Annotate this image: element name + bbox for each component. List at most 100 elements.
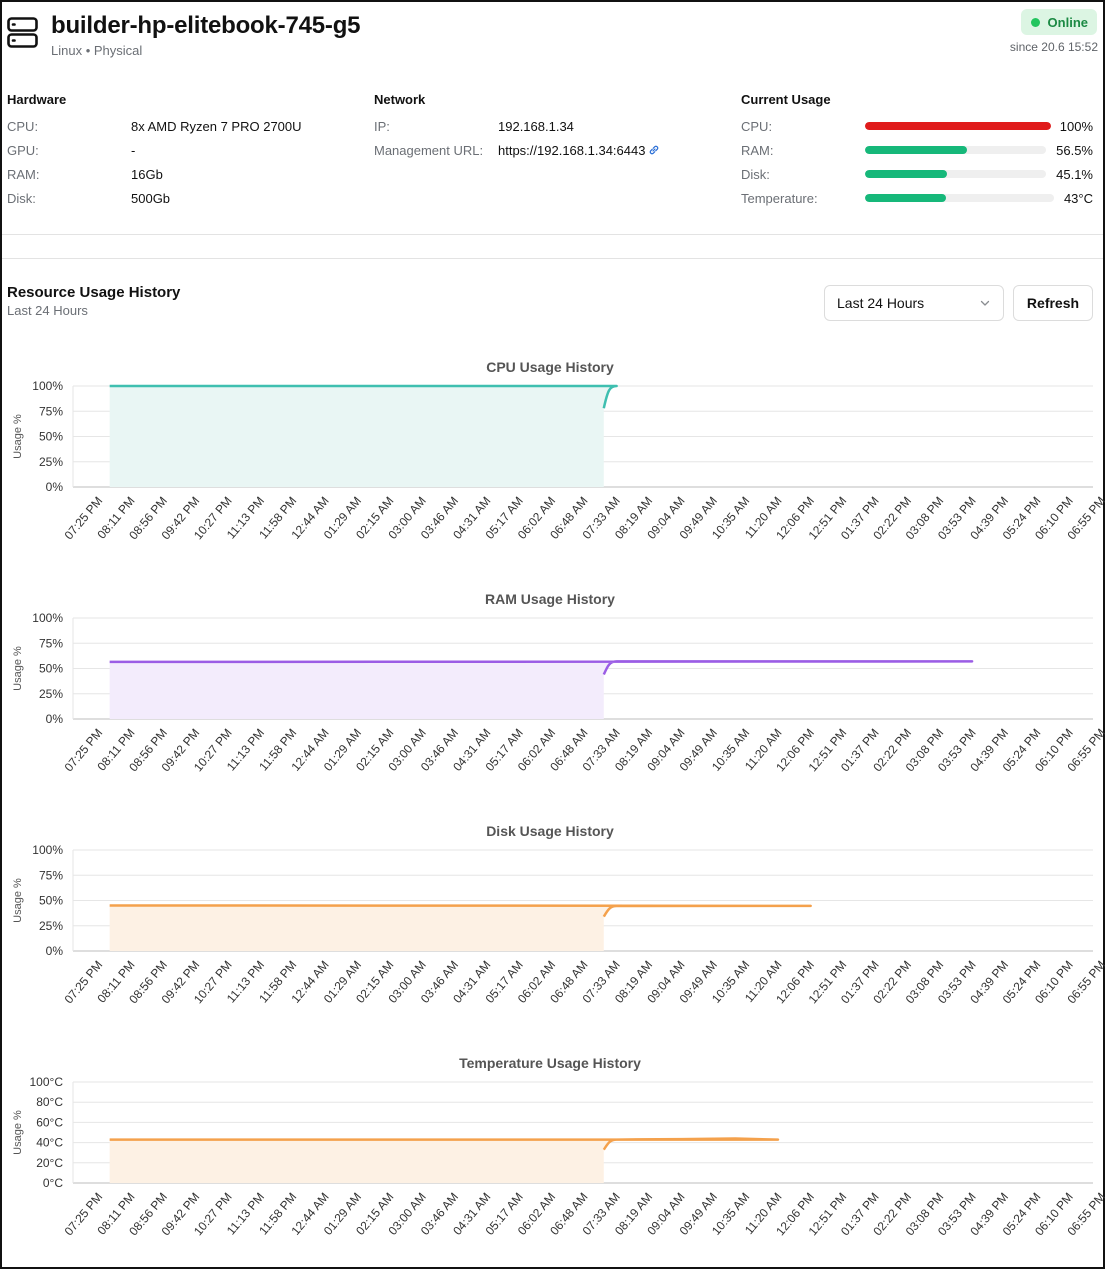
- chart-title: Disk Usage History: [486, 823, 614, 839]
- hardware-row-ram: RAM: 16Gb: [7, 167, 347, 191]
- server-icon: [7, 17, 38, 48]
- series-line: [109, 384, 618, 409]
- chart-title: CPU Usage History: [486, 359, 614, 375]
- series-area: [109, 661, 973, 719]
- hardware-value: 16Gb: [131, 167, 163, 182]
- y-tick-label: 0%: [46, 480, 64, 494]
- chart-svg: Temperature Usage History Usage % 0°C 20°C 4…: [12, 1055, 1105, 1238]
- divider: [2, 234, 1103, 235]
- y-tick-label: 0°C: [43, 1176, 63, 1190]
- chevron-down-icon: [980, 300, 990, 306]
- y-tick-label: 50%: [39, 894, 63, 908]
- usage-label: Disk:: [741, 167, 770, 182]
- usage-bar-fill: [865, 194, 947, 202]
- ip-value: 192.168.1.34: [498, 119, 574, 134]
- y-tick-label: 75%: [39, 404, 63, 418]
- series-area: [109, 905, 811, 951]
- network-section: Network IP: 192.168.1.34 Management URL: …: [374, 92, 714, 167]
- y-tick-label: 25%: [39, 919, 63, 933]
- hardware-value: -: [131, 143, 136, 158]
- y-tick-label: 75%: [39, 868, 63, 882]
- network-row-url: Management URL: https://192.168.1.34:644…: [374, 143, 714, 167]
- hardware-label: RAM:: [7, 167, 40, 182]
- hardware-value: 8x AMD Ryzen 7 PRO 2700U: [131, 119, 302, 134]
- usage-row-cpu: CPU: 100%: [741, 119, 1093, 143]
- series-area: [109, 386, 617, 487]
- y-tick-label: 100°C: [30, 1075, 64, 1089]
- hardware-label: Disk:: [7, 191, 36, 206]
- y-tick-label: 60°C: [36, 1115, 63, 1129]
- page-subtitle: Linux • Physical: [51, 43, 143, 58]
- y-tick-label: 100%: [32, 611, 63, 625]
- usage-bar-fill: [865, 170, 947, 178]
- hardware-heading: Hardware: [7, 92, 67, 107]
- usage-value: 56.5%: [1056, 143, 1093, 158]
- history-subtitle: Last 24 Hours: [7, 303, 88, 318]
- y-axis-label: Usage %: [12, 414, 24, 459]
- y-tick-label: 50%: [39, 662, 63, 676]
- ip-label: IP:: [374, 119, 390, 134]
- chart-svg: Disk Usage History Usage % 0% 25% 50% 75% 100%…: [12, 823, 1105, 1006]
- time-range-select[interactable]: Last 24 Hours: [824, 285, 1004, 321]
- y-axis-label: Usage %: [12, 646, 24, 691]
- hardware-section: Hardware CPU: 8x AMD Ryzen 7 PRO 2700U GP…: [7, 92, 347, 215]
- usage-row-disk: Disk: 45.1%: [741, 167, 1093, 191]
- link-icon: [650, 145, 659, 155]
- usage-value: 100%: [1059, 119, 1093, 134]
- hardware-label: CPU:: [7, 119, 39, 134]
- chart-title: RAM Usage History: [485, 591, 615, 607]
- usage-row-ram: RAM: 56.5%: [741, 143, 1093, 167]
- cpu-chart: CPU Usage History Usage % 0% 25% 50% 75% 100% 0…: [0, 350, 1105, 570]
- network-heading: Network: [374, 92, 426, 107]
- network-row-ip: IP: 192.168.1.34: [374, 119, 714, 143]
- y-tick-label: 25%: [39, 455, 63, 469]
- history-title: Resource Usage History: [7, 284, 181, 301]
- usage-bar: [865, 194, 1054, 202]
- hardware-label: GPU:: [7, 143, 39, 158]
- usage-bar: [865, 146, 1046, 154]
- usage-bar: [865, 122, 1051, 130]
- y-axis-label: Usage %: [12, 878, 24, 923]
- current-usage-heading: Current Usage: [741, 92, 831, 107]
- hardware-row-gpu: GPU: -: [7, 143, 347, 167]
- y-tick-label: 100%: [32, 379, 63, 393]
- hardware-row-cpu: CPU: 8x AMD Ryzen 7 PRO 2700U: [7, 119, 347, 143]
- y-tick-label: 25%: [39, 687, 63, 701]
- usage-label: CPU:: [741, 119, 773, 134]
- page-title: builder-hp-elitebook-745-g5: [51, 12, 361, 39]
- status-badge: Online: [1020, 9, 1097, 35]
- series-line: [109, 904, 812, 918]
- chart-title: Temperature Usage History: [459, 1055, 641, 1071]
- usage-bar: [865, 170, 1046, 178]
- y-axis-label: Usage %: [12, 1110, 24, 1155]
- time-range-value[interactable]: Last 24 Hours: [837, 295, 925, 311]
- usage-bar-fill: [865, 122, 1051, 130]
- usage-label: Temperature:: [741, 191, 818, 206]
- usage-label: RAM:: [741, 143, 774, 158]
- management-url-label: Management URL:: [374, 143, 484, 158]
- y-tick-label: 40°C: [36, 1136, 63, 1150]
- current-usage-section: Current Usage CPU: 100% RAM: 56.5% Disk: 45…: [741, 92, 1093, 215]
- disk-chart: Disk Usage History Usage % 0% 25% 50% 75% 100%…: [0, 814, 1105, 1034]
- ram-chart: RAM Usage History Usage % 0% 25% 50% 75% 100% 0…: [0, 582, 1105, 802]
- y-tick-label: 20°C: [36, 1156, 63, 1170]
- y-tick-label: 0%: [46, 944, 64, 958]
- divider: [2, 258, 1103, 259]
- usage-bar-fill: [865, 146, 968, 154]
- series-line: [109, 1137, 780, 1151]
- refresh-button[interactable]: Refresh: [1013, 285, 1093, 321]
- usage-value: 43°C: [1063, 191, 1093, 206]
- status-since: since 20.6 15:52: [1009, 40, 1098, 54]
- management-url-link[interactable]: https://192.168.1.34:6443: [498, 143, 660, 158]
- y-tick-label: 80°C: [36, 1095, 63, 1109]
- status-label: Online: [1047, 14, 1088, 30]
- management-url-text[interactable]: https://192.168.1.34:6443: [498, 143, 646, 158]
- y-tick-label: 0%: [46, 712, 64, 726]
- hardware-row-disk: Disk: 500Gb: [7, 191, 347, 215]
- temperature-chart: Temperature Usage History Usage % 0°C 20°C 4…: [0, 1046, 1105, 1266]
- y-tick-label: 50%: [39, 430, 63, 444]
- series-area: [109, 1138, 778, 1183]
